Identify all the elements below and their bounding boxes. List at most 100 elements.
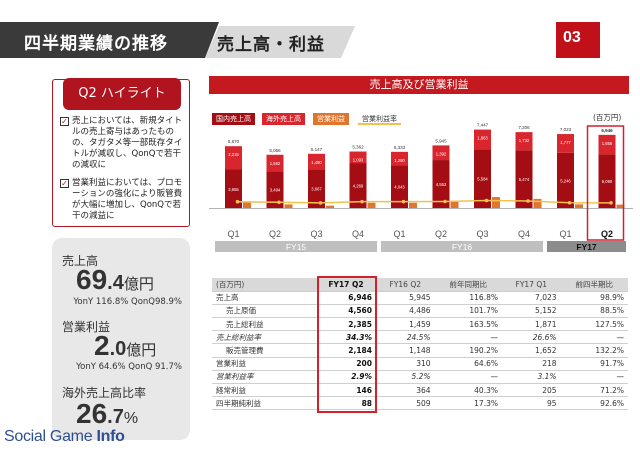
table-cell: 4,486 xyxy=(376,304,435,319)
table-cell: 26.6% xyxy=(501,330,561,345)
total-label: 7,447 xyxy=(477,123,489,128)
table-cell: 7,023 xyxy=(501,291,561,305)
table-cell: 4,560 xyxy=(316,304,376,319)
table-header-row: (百万円) FY17 Q2 FY16 Q2 前年同期比 FY17 Q1 前四半期比 xyxy=(212,278,628,292)
highlight-item: ✓ 売上においては、新規タイトルの売上寄与はあったものの、タガタメ等一部既存タイ… xyxy=(60,116,188,171)
overseas-ratio-label: 海外売上高比率 xyxy=(62,386,147,400)
margin-point xyxy=(318,201,323,205)
table-row: 販売管理費 2,184 1,148 190.2% 1,652 132.2% xyxy=(212,343,628,358)
quarter-label: Q2 xyxy=(269,229,281,239)
bar-domestic xyxy=(225,169,242,208)
overseas-value-label: 2,215 xyxy=(228,152,239,157)
chart-unit-label: (百万円) xyxy=(593,113,622,122)
section-title: 四半期業績の推移 xyxy=(24,34,168,54)
bar-operating-profit xyxy=(367,202,376,208)
sales-profit-chart: 5,870 2,215 3,655 Q1 5,056 1,562 3,494 Q2 5,147 1… xyxy=(209,123,633,252)
sales-value: 69.4億円 xyxy=(76,264,154,295)
bar-overseas xyxy=(474,129,491,150)
table-cell: 132.2% xyxy=(560,343,628,358)
table-header-cell: 前年同期比 xyxy=(434,278,502,292)
quarter-label: Q1 xyxy=(393,229,405,239)
bar-overseas xyxy=(515,132,533,151)
table-header-cell: FY16 Q2 xyxy=(376,278,435,292)
checkbox-icon: ✓ xyxy=(60,179,69,188)
overseas-value-label: 1,863 xyxy=(477,136,488,141)
overseas-ratio-value: 26.7% xyxy=(76,398,139,429)
bar-domestic xyxy=(557,152,574,208)
table-cell: 1,871 xyxy=(501,317,561,332)
domestic-value-label: 5,584 xyxy=(477,177,488,182)
total-label: 5,147 xyxy=(311,147,323,152)
table-cell: — xyxy=(434,330,502,345)
domestic-value-label: 3,667 xyxy=(311,187,322,192)
bar-domestic xyxy=(598,154,616,208)
table-cell: 71.2% xyxy=(560,383,628,398)
bar-operating-profit xyxy=(284,204,293,208)
bar-overseas xyxy=(225,146,242,170)
sales-comparison: YonY 116.8% QonQ98.9% xyxy=(73,297,182,307)
margin-point xyxy=(484,198,489,203)
row-label: 営業利益率 xyxy=(212,370,316,385)
legend-item: 営業利益 xyxy=(313,113,349,125)
table-cell: — xyxy=(560,330,628,345)
table-cell: 1,148 xyxy=(376,343,435,358)
total-label: 5,362 xyxy=(352,145,364,150)
table-cell: 5.2% xyxy=(376,370,435,385)
row-label: 販売管理費 xyxy=(212,343,316,358)
row-label: 営業利益 xyxy=(212,357,316,371)
table-cell: 364 xyxy=(376,383,435,398)
fiscal-year-band xyxy=(381,241,543,252)
financial-table: (百万円) FY17 Q2 FY16 Q2 前年同期比 FY17 Q1 前四半期比 売上高… xyxy=(212,278,628,411)
row-label: 経常利益 xyxy=(212,383,316,398)
margin-point xyxy=(526,199,530,203)
domestic-value-label: 5,246 xyxy=(560,178,571,183)
fiscal-year-band xyxy=(215,241,377,252)
bar-domestic xyxy=(474,149,491,208)
quarter-label: Q1 xyxy=(559,229,571,239)
bar-operating-profit xyxy=(409,202,417,208)
table-cell: 190.2% xyxy=(434,343,502,358)
bar-overseas xyxy=(557,134,574,153)
table-cell: 200 xyxy=(316,357,376,371)
table-cell: 205 xyxy=(501,383,561,398)
table-cell: 116.8% xyxy=(434,291,502,305)
total-label: 5,056 xyxy=(269,148,281,153)
row-label: 売上総利益率 xyxy=(212,330,316,345)
quarter-label: Q3 xyxy=(310,229,322,239)
legend-item: 海外売上高 xyxy=(262,113,305,125)
bar-domestic xyxy=(308,169,325,208)
table-cell: 5,945 xyxy=(376,291,435,305)
table-cell: 17.3% xyxy=(434,396,502,411)
row-label: 売上原価 xyxy=(212,304,316,319)
operating-profit-label: 営業利益 xyxy=(62,320,111,334)
total-label: 5,333 xyxy=(394,145,406,150)
table-cell: 146 xyxy=(316,383,376,398)
legend-item: 営業利益率 xyxy=(358,113,401,125)
row-label: 売上総利益 xyxy=(212,317,316,332)
table-row: 営業利益 200 310 64.6% 218 91.7% xyxy=(212,357,628,371)
bar-operating-profit xyxy=(533,198,542,208)
table-cell: 127.5% xyxy=(560,317,628,332)
table-cell: 1,459 xyxy=(376,317,435,332)
legend-item: 国内売上高 xyxy=(212,113,255,125)
table-cell: 2,385 xyxy=(316,317,376,332)
domestic-value-label: 4,043 xyxy=(394,185,405,190)
key-metrics-panel: 売上高 69.4億円 YonY 116.8% QonQ98.9% 営業利益 2.… xyxy=(52,238,190,440)
bar-domestic xyxy=(266,171,284,208)
quarter-label: Q2 xyxy=(435,229,447,239)
bar-overseas xyxy=(266,154,284,172)
highlight-item-text: 営業利益においては、プロモーションの強化により販管費が大幅に増加し、QonQで若… xyxy=(72,178,183,221)
table-cell: 34.3% xyxy=(316,330,376,345)
margin-point xyxy=(235,199,240,204)
page-number-badge: 03 xyxy=(556,22,600,58)
table-row: 営業利益率 2.9% 5.2% —3.1% — xyxy=(212,370,628,385)
bar-overseas xyxy=(308,153,325,170)
bar-operating-profit xyxy=(450,201,459,208)
table-cell: 101.7% xyxy=(434,304,502,319)
table-row: 売上総利益率 34.3% 24.5% —26.6% — xyxy=(212,330,628,345)
bar-domestic xyxy=(349,163,367,208)
current-quarter-frame xyxy=(586,125,625,241)
bar-domestic xyxy=(515,150,533,208)
bar-operating-profit xyxy=(243,202,251,208)
bar-operating-profit xyxy=(575,204,583,208)
